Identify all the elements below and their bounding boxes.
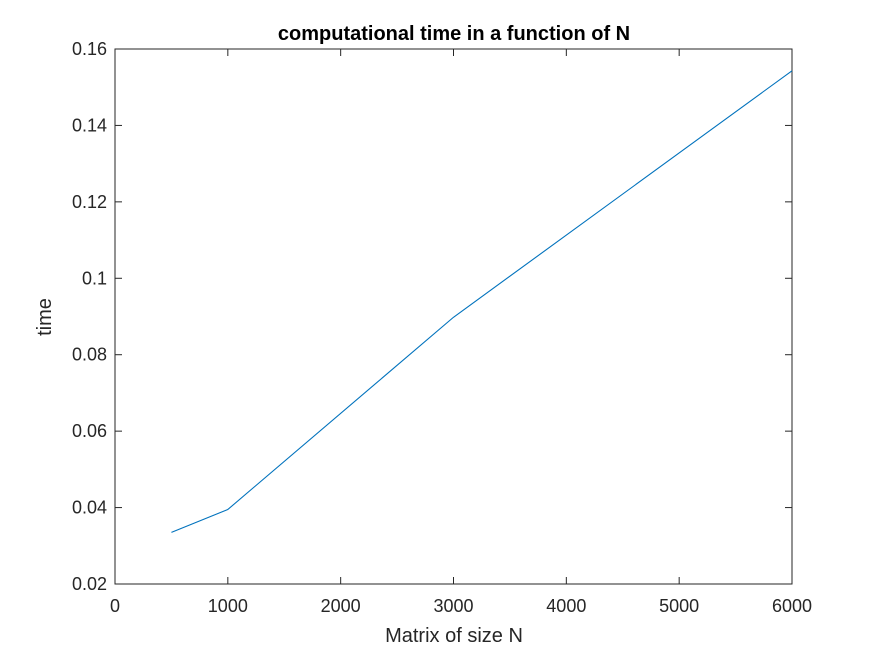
series-line-1 bbox=[171, 70, 793, 533]
plot-box bbox=[114, 48, 793, 585]
y-tick-label: 0.02 bbox=[72, 574, 107, 594]
y-tick-label: 0.04 bbox=[72, 498, 107, 518]
y-tick-label: 0.08 bbox=[72, 345, 107, 365]
x-tick-label: 3000 bbox=[433, 596, 473, 616]
chart-title: computational time in a function of N bbox=[278, 23, 630, 45]
y-tick-label: 0.06 bbox=[72, 421, 107, 441]
x-tick-label: 5000 bbox=[659, 596, 699, 616]
x-tick-label: 2000 bbox=[321, 596, 361, 616]
y-tick-label: 0.16 bbox=[72, 39, 107, 59]
x-tick-label: 6000 bbox=[772, 596, 812, 616]
x-tick-label: 4000 bbox=[546, 596, 586, 616]
y-axis: 0.02 0.04 0.06 0.08 0.1 0.12 0.14 0.16 bbox=[72, 39, 792, 594]
plot-area bbox=[114, 48, 793, 585]
y-tick-label: 0.12 bbox=[72, 192, 107, 212]
y-tick-label: 0.14 bbox=[72, 115, 107, 135]
series-layer bbox=[171, 70, 793, 533]
y-axis-label: time bbox=[34, 298, 56, 336]
x-tick-label: 1000 bbox=[208, 596, 248, 616]
x-tick-label: 0 bbox=[110, 596, 120, 616]
x-axis-label: Matrix of size N bbox=[385, 625, 523, 647]
y-tick-label: 0.1 bbox=[82, 268, 107, 288]
x-axis: 0 1000 2000 3000 4000 5000 6000 bbox=[110, 49, 812, 616]
